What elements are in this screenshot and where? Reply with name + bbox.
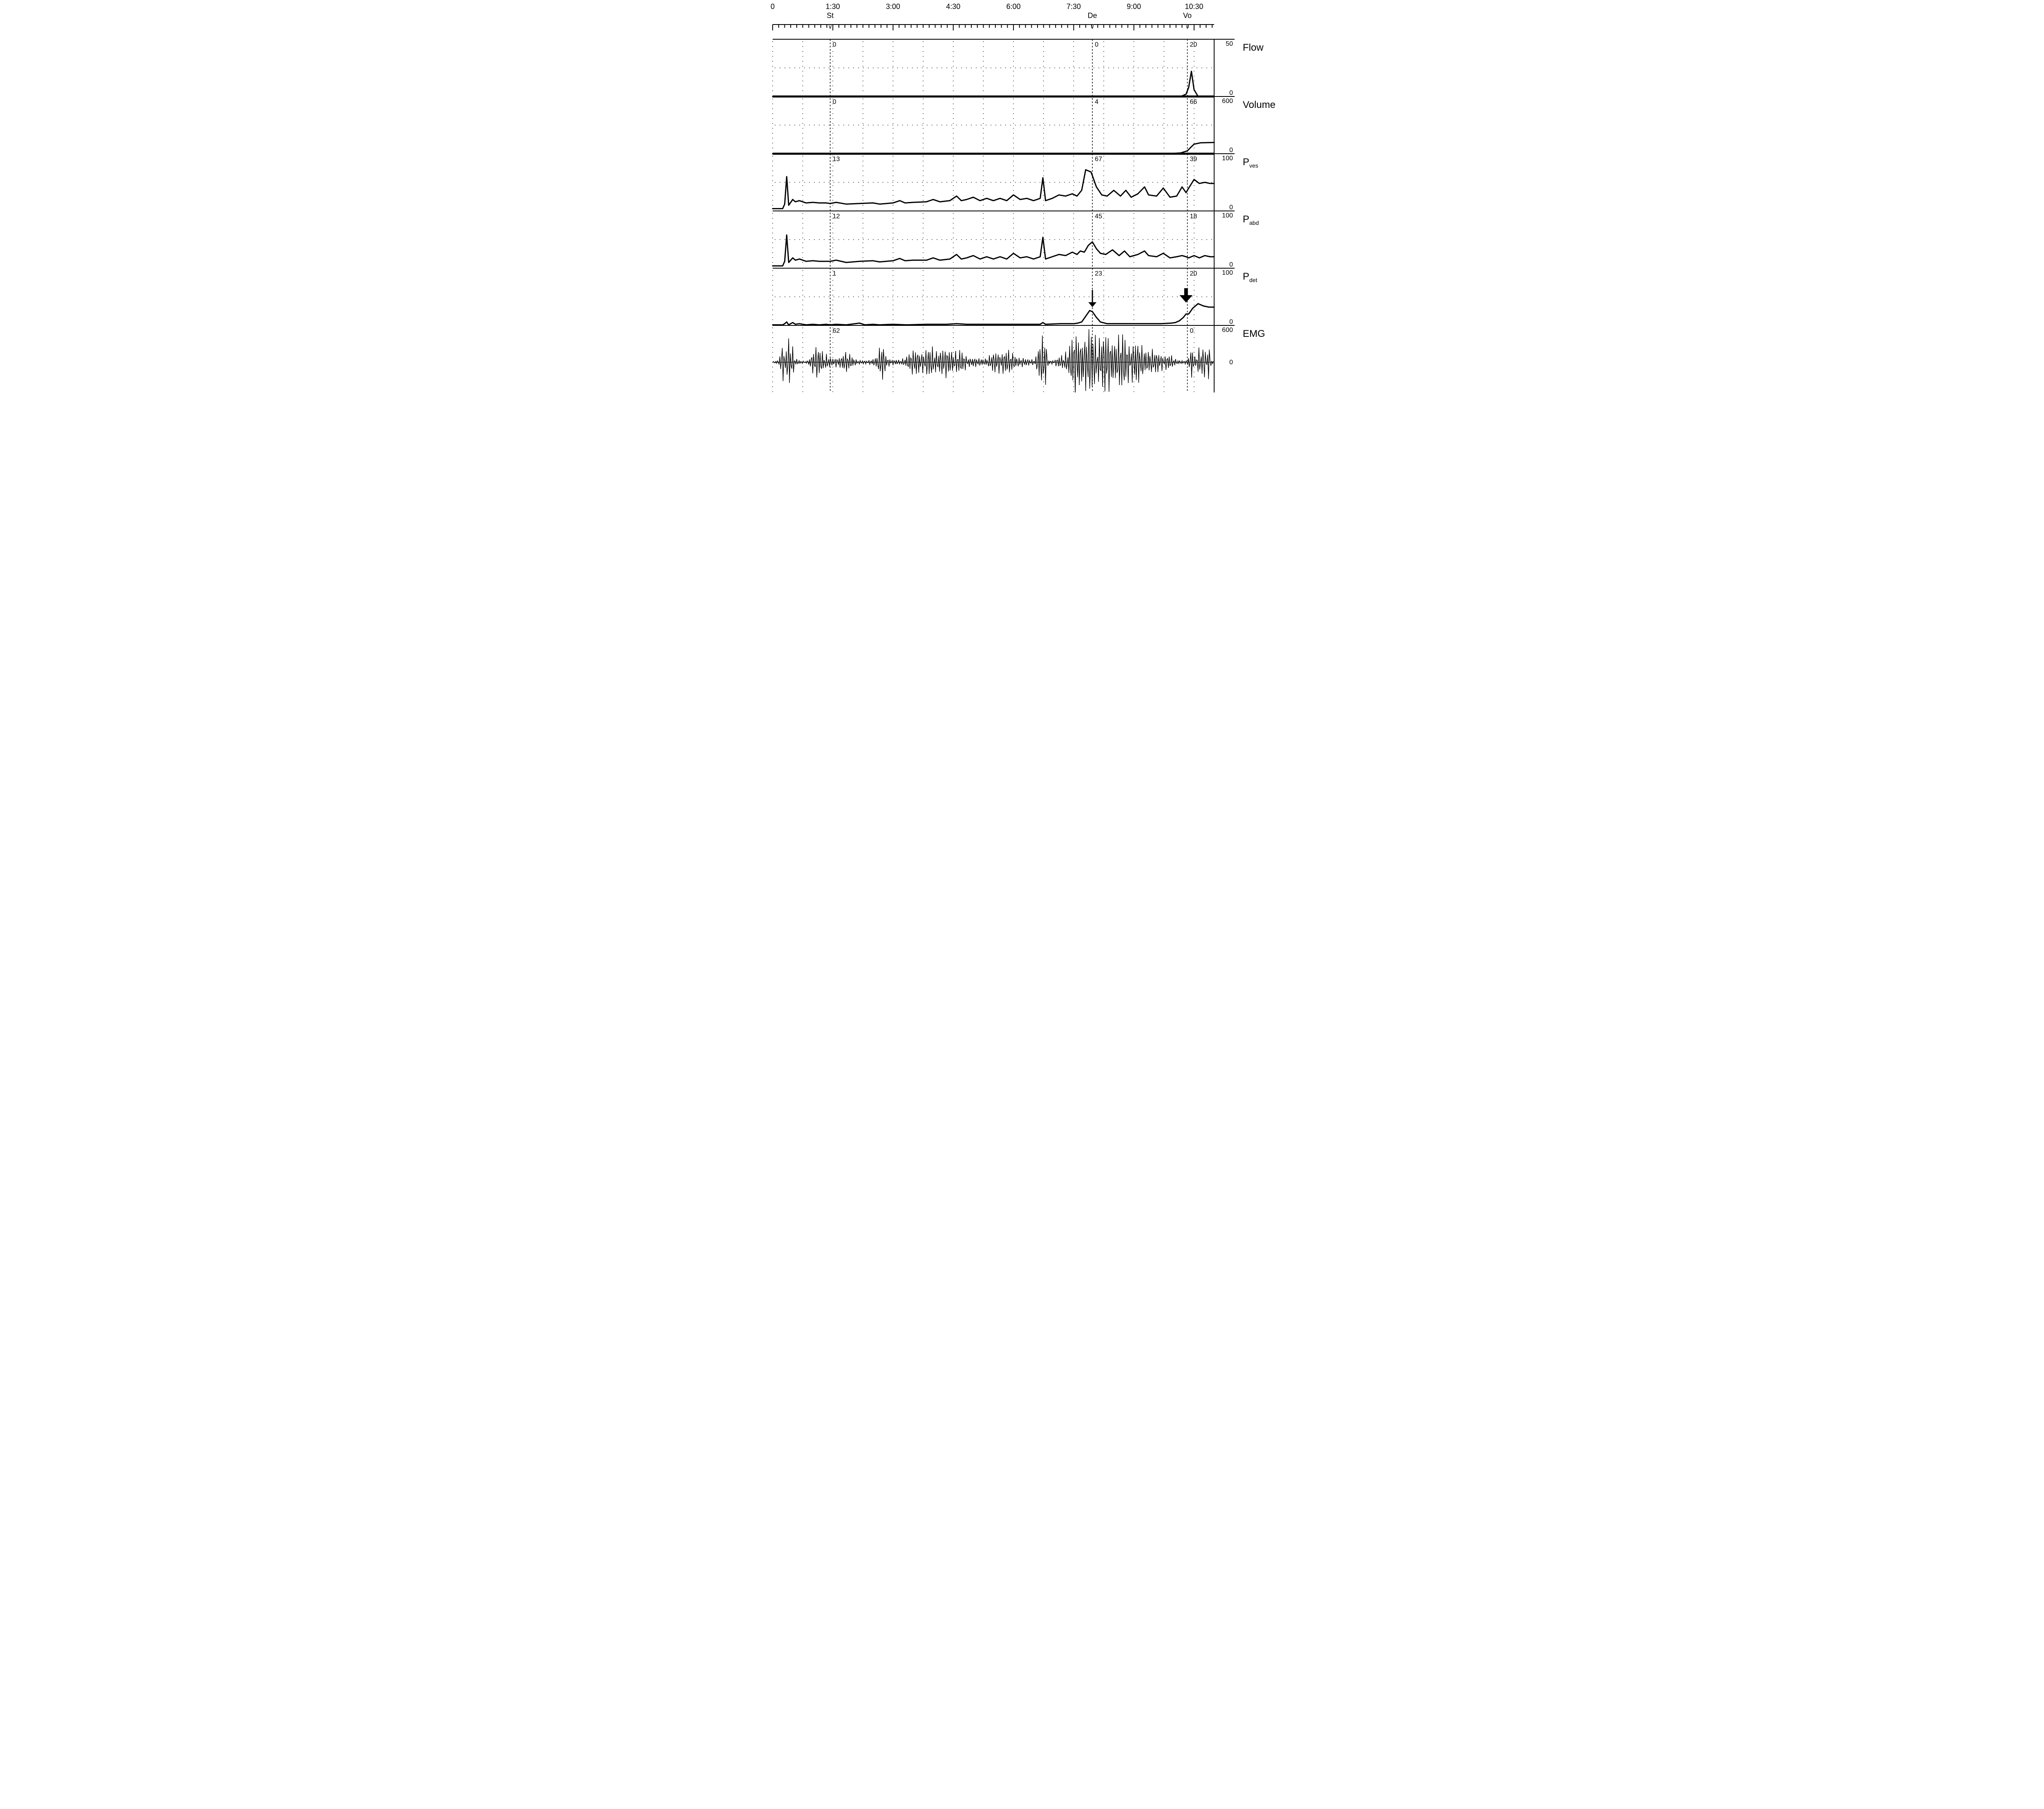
marker-value: 0 (833, 41, 836, 48)
y-tick-label: 50 (1226, 40, 1233, 47)
marker-value: 0 (1190, 327, 1194, 334)
marker-value: 45 (1095, 213, 1102, 220)
time-axis-label: 4:30 (946, 2, 960, 11)
marker-value: 4 (1095, 99, 1098, 105)
y-tick-label: 100 (1222, 212, 1233, 219)
channel-label: Flow (1243, 42, 1264, 53)
svg-text:Volume: Volume (1243, 99, 1275, 110)
svg-text:EMG: EMG (1243, 328, 1265, 339)
y-tick-label: 100 (1222, 269, 1233, 276)
marker-value: 0 (833, 99, 836, 105)
marker-value: 12 (833, 213, 840, 220)
trace (773, 304, 1214, 325)
annotation-arrow-head (1179, 295, 1192, 303)
channel-label: Pdet (1243, 271, 1257, 283)
marker-value: 1 (833, 270, 836, 277)
event-marker-label: De (1088, 11, 1097, 20)
time-axis-label: 7:30 (1067, 2, 1081, 11)
time-axis-label: 9:00 (1127, 2, 1141, 11)
marker-value: 67 (1095, 156, 1102, 163)
event-marker-label: St (827, 11, 834, 20)
urodynamics-chart: 01:303:004:306:007:309:0010:30St∨De∨Vo∨F… (760, 0, 1284, 392)
y-tick-label: 0 (1229, 318, 1233, 325)
event-marker-label: Vo (1183, 11, 1192, 20)
y-tick-label: 600 (1222, 327, 1233, 334)
y-tick-label: 0 (1229, 90, 1233, 96)
y-tick-label: 600 (1222, 98, 1233, 105)
marker-value: 39 (1190, 156, 1197, 163)
y-tick-label: 0 (1229, 359, 1233, 366)
time-axis-label: 0 (771, 2, 775, 11)
svg-text:Flow: Flow (1243, 42, 1264, 53)
y-tick-label: 0 (1229, 204, 1233, 211)
svg-text:Pves: Pves (1243, 157, 1258, 169)
time-axis-label: 3:00 (886, 2, 900, 11)
trace-emg (773, 329, 1213, 392)
trace (773, 170, 1214, 208)
marker-value: 0 (1095, 41, 1098, 48)
marker-value: 18 (1190, 213, 1197, 220)
time-axis-label: 6:00 (1006, 2, 1021, 11)
time-axis-label: 10:30 (1185, 2, 1203, 11)
trace (773, 143, 1214, 154)
marker-value: 23 (1095, 270, 1102, 277)
y-tick-label: 0 (1229, 147, 1233, 154)
trace (773, 71, 1214, 96)
marker-value: 13 (833, 156, 840, 163)
channel-label: Pves (1243, 157, 1258, 169)
channel-label: Pabd (1243, 214, 1259, 226)
svg-text:Pdet: Pdet (1243, 271, 1257, 283)
time-axis-label: 1:30 (826, 2, 840, 11)
channel-label: EMG (1243, 328, 1265, 339)
channel-label: Volume (1243, 99, 1275, 110)
y-tick-label: 100 (1222, 155, 1233, 162)
marker-value: 66 (1190, 99, 1197, 105)
annotation-arrow-head (1088, 302, 1096, 307)
y-tick-label: 0 (1229, 261, 1233, 268)
svg-text:Pabd: Pabd (1243, 214, 1259, 226)
marker-value: 20 (1190, 41, 1197, 48)
marker-value: 20 (1190, 270, 1197, 277)
marker-value: 62 (833, 327, 840, 334)
